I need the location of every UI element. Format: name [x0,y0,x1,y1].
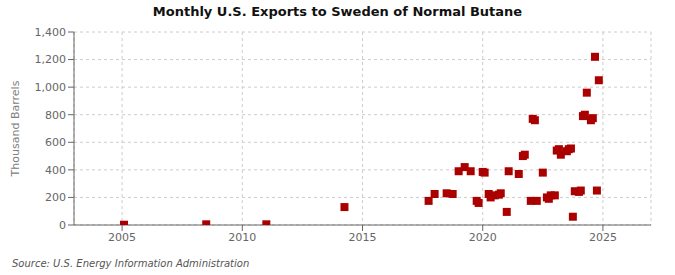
svg-text:400: 400 [45,164,66,177]
svg-text:2010: 2010 [228,231,256,244]
svg-text:1,000: 1,000 [35,81,67,94]
svg-text:2015: 2015 [349,231,377,244]
svg-text:200: 200 [45,191,66,204]
html-text:Source: U.S. Energy Informatio: Source: U.S. Energy Information Administ… [12,258,250,269]
html-text:Monthly U.S. Exports to Sweden: Monthly U.S. Exports to Sweden of Normal… [152,4,523,19]
svg-text:1,400: 1,400 [35,26,67,39]
svg-text:2005: 2005 [108,231,136,244]
svg-text:800: 800 [45,109,66,122]
svg-text:0: 0 [59,219,66,232]
svg-text:600: 600 [45,136,66,149]
svg-text:2020: 2020 [469,231,497,244]
svg-text:2025: 2025 [589,231,617,244]
svg-text:Thousand Barrels: Thousand Barrels [9,80,22,177]
svg-text:1,200: 1,200 [35,53,67,66]
